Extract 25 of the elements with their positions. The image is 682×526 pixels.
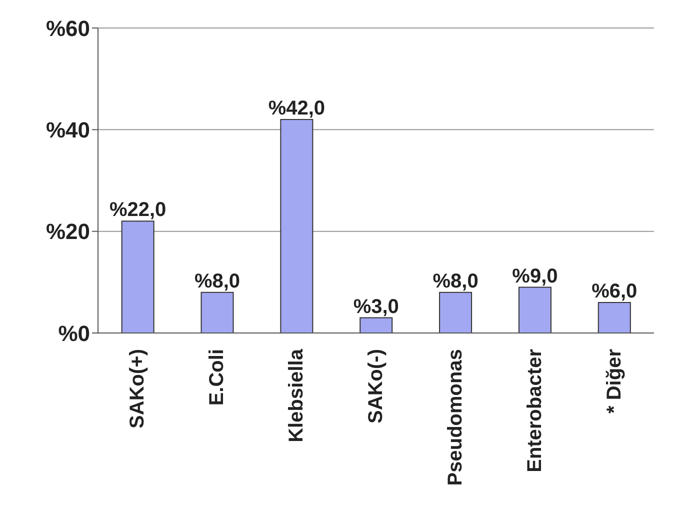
x-tick-label: SAKo(+): [126, 349, 149, 428]
y-tick-label: %20: [46, 219, 90, 244]
bar: [121, 220, 154, 333]
data-label: %8,0: [194, 270, 240, 292]
bar: [598, 302, 631, 333]
data-label: %9,0: [512, 265, 558, 288]
bar: [439, 292, 472, 333]
data-label: %6,0: [592, 280, 638, 302]
x-tick-label: SAKo(-): [365, 349, 387, 424]
data-label: %3,0: [353, 296, 399, 318]
bar: [280, 119, 314, 333]
bar: [200, 292, 234, 333]
y-tick-label: %60: [46, 16, 90, 41]
x-tick-label: Klebsiella: [286, 348, 308, 442]
x-tick-label: Pseudomonas: [444, 349, 466, 486]
data-label: %22,0: [109, 199, 166, 222]
x-tick-label: Enterobacter: [524, 348, 546, 472]
bar: [360, 317, 393, 333]
y-tick-label: %40: [46, 117, 90, 142]
data-label: %42,0: [268, 98, 326, 120]
data-label: %8,0: [432, 270, 478, 292]
y-tick-label: %0: [58, 320, 90, 346]
bar: [518, 286, 552, 333]
x-tick-label: E.Coli: [206, 349, 228, 406]
x-tick-label: * Diğer: [603, 348, 626, 414]
